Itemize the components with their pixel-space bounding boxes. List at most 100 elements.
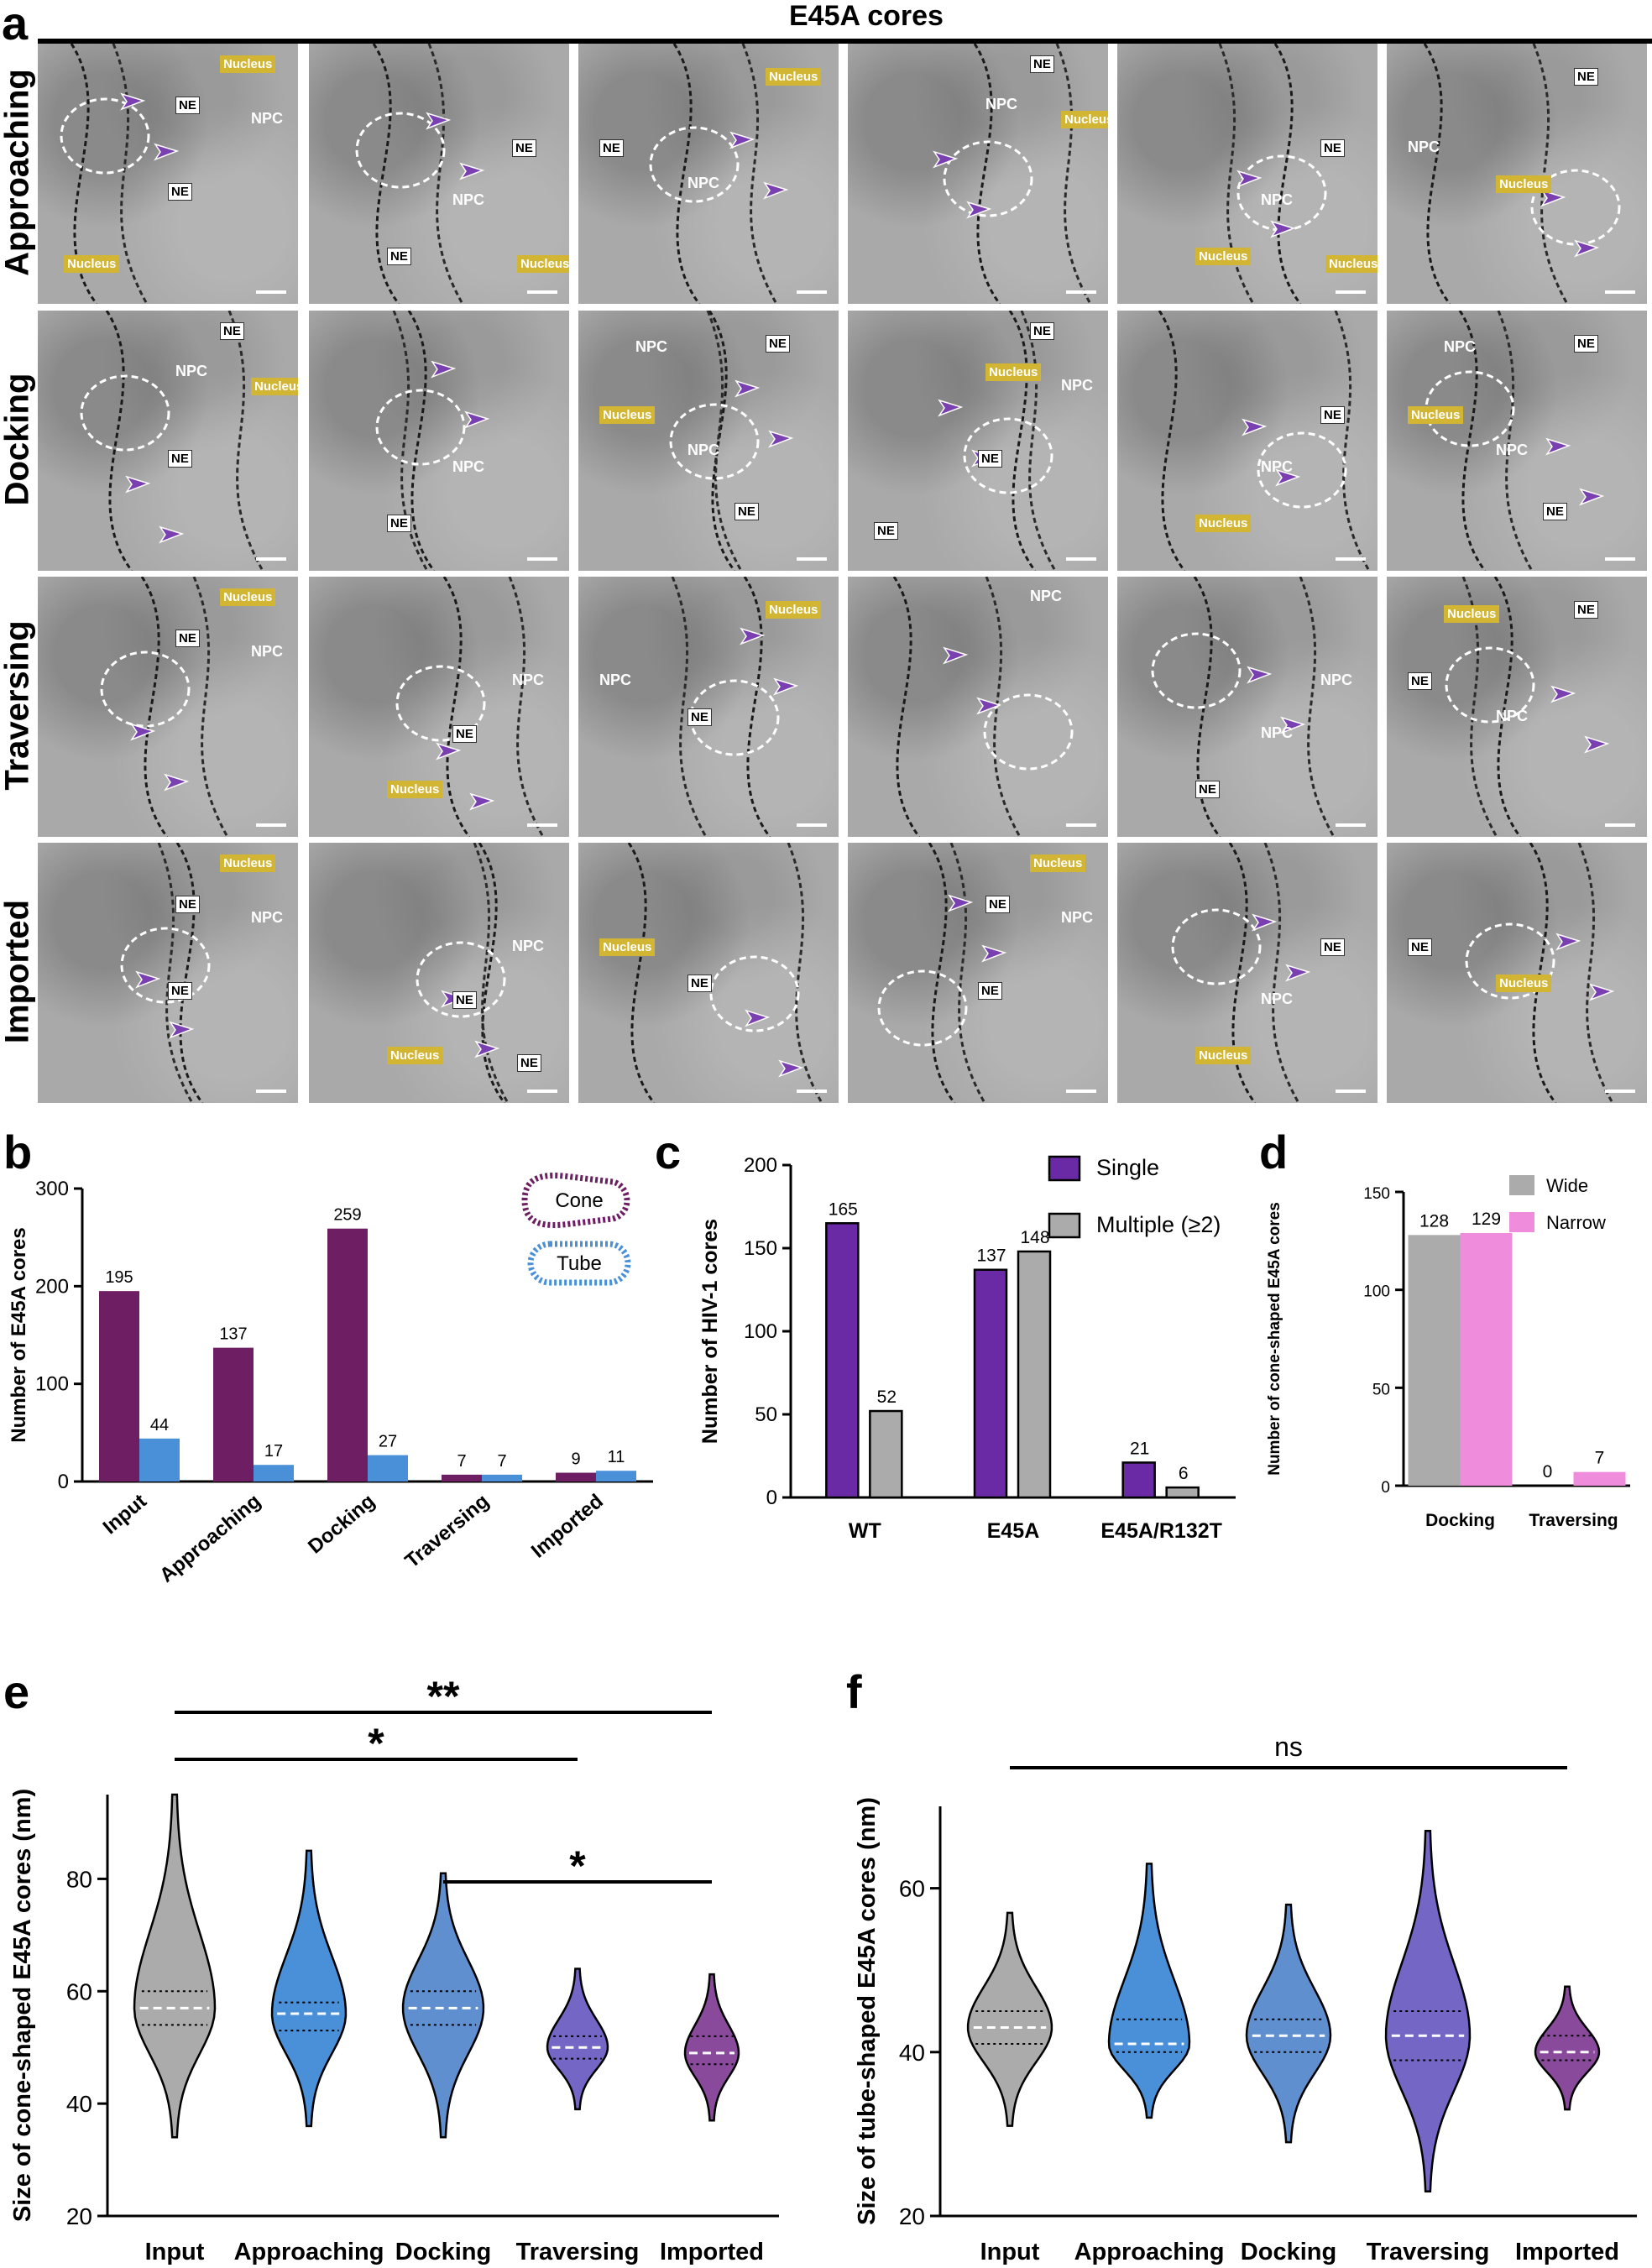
ne-label: NE xyxy=(1574,601,1598,619)
arrowhead-icon xyxy=(729,131,755,149)
bar-value-label: 259 xyxy=(333,1206,361,1225)
scale-bar xyxy=(527,1090,557,1093)
arrowhead-icon xyxy=(426,112,452,130)
nucleus-label: Nucleus xyxy=(1444,605,1500,623)
violin-approaching xyxy=(1107,1863,1191,2119)
bar-traversing-1 xyxy=(482,1474,522,1482)
micrograph-tile: Nucleus NPC NE Nucleus xyxy=(1117,44,1378,304)
x-tick-label: Imported xyxy=(1515,2239,1619,2265)
nuclear-envelope-trace xyxy=(1228,843,1257,1103)
ne-label: NE xyxy=(1195,781,1220,798)
ne-label: NE xyxy=(874,522,898,540)
scale-bar xyxy=(1066,823,1096,827)
nuclear-envelope-trace xyxy=(627,843,656,1103)
ne-label: NE xyxy=(175,896,200,913)
arrowhead-icon xyxy=(1589,983,1615,1001)
significance-label: * xyxy=(368,1720,384,1767)
y-tick-label: 40 xyxy=(66,2091,92,2117)
legend-tube: Tube xyxy=(527,1241,631,1286)
micrograph-tile: Nucleus NE NPC NE xyxy=(848,843,1108,1103)
scale-bar xyxy=(527,290,557,294)
panel-letter-e: e xyxy=(3,1665,30,1718)
nucleus-label: Nucleus xyxy=(599,406,656,424)
npc-label: NPC xyxy=(452,191,485,208)
micrograph-tile: NPC NE Nucleus xyxy=(578,577,839,837)
nucleus-label: Nucleus xyxy=(220,55,276,73)
npc-label: NPC xyxy=(599,672,632,688)
scale-bar xyxy=(1066,290,1096,294)
ne-label: NE xyxy=(1408,672,1432,690)
y-tick-label: 100 xyxy=(35,1373,69,1396)
violin-input xyxy=(966,1911,1053,2127)
ne-label: NE xyxy=(387,248,411,265)
panel-letter-b: b xyxy=(3,1126,33,1178)
violin-input xyxy=(133,1793,217,2139)
npc-outline xyxy=(355,112,446,189)
micrograph-tile: Nucleus NPC NE xyxy=(1117,311,1378,571)
arrowhead-icon xyxy=(169,1021,195,1039)
x-tick-label: Docking xyxy=(395,2239,491,2265)
nuclear-envelope-trace xyxy=(1493,577,1522,837)
ne-label: NE xyxy=(687,708,712,726)
npc-outline xyxy=(669,403,760,480)
scale-bar xyxy=(1336,823,1366,827)
y-tick-label: 0 xyxy=(58,1471,69,1493)
nuclear-envelope-trace xyxy=(508,577,545,837)
ne-label: NE xyxy=(1030,322,1054,340)
ne-label: NE xyxy=(512,139,536,157)
npc-label: NPC xyxy=(1320,672,1353,688)
panel-a-title-rule xyxy=(38,39,1652,44)
arrowhead-icon xyxy=(948,894,974,912)
npc-label: NPC xyxy=(512,672,545,688)
violin-imported xyxy=(683,1973,740,2122)
significance-label: ns xyxy=(1274,1732,1303,1762)
npc-label: NPC xyxy=(687,442,720,458)
scale-bar xyxy=(797,557,827,561)
micrograph-tile: NE NPC Nucleus xyxy=(848,44,1108,304)
arrowhead-icon xyxy=(1540,189,1566,207)
npc-outline xyxy=(80,374,170,452)
bar-value-label: 52 xyxy=(877,1387,897,1407)
x-tick-label: Traversing xyxy=(1367,2239,1490,2265)
micrograph-tile: Nucleus NE NPC xyxy=(38,577,298,837)
npc-label: NPC xyxy=(1030,588,1063,604)
legend-cone-label: Cone xyxy=(555,1189,603,1212)
ne-label: NE xyxy=(1320,938,1345,956)
ne-label: NE xyxy=(168,183,192,201)
x-tick-label: Docking xyxy=(1425,1511,1495,1530)
legend-cone: Cone xyxy=(521,1172,630,1229)
npc-label: NPC xyxy=(452,458,485,475)
legend-swatch-1 xyxy=(1048,1212,1081,1239)
ne-label: NE xyxy=(1030,55,1054,73)
npc-outline xyxy=(649,126,740,203)
violin-imported xyxy=(1534,1985,1601,2111)
nuclear-envelope-trace xyxy=(1299,577,1336,837)
micrograph-tile: NE NPC NE Nucleus xyxy=(309,44,569,304)
arrowhead-icon xyxy=(966,201,992,219)
arrowhead-icon xyxy=(768,430,794,448)
nuclear-envelope-trace xyxy=(973,44,1001,304)
micrograph-tile: NPC Nucleus NE xyxy=(1387,44,1647,304)
micrograph-tile: Nucleus NE NPC NE xyxy=(38,843,298,1103)
ne-label: NE xyxy=(1320,406,1345,424)
nuclear-envelope-trace xyxy=(1158,311,1186,571)
ne-label: NE xyxy=(978,982,1002,1000)
y-tick-label: 100 xyxy=(744,1320,777,1343)
nuclear-envelope-trace xyxy=(1008,311,1037,571)
micrograph-tile: NE NPC NE Nucleus xyxy=(1387,577,1647,837)
panel-letter-a: a xyxy=(2,0,29,50)
x-tick-label: Approaching xyxy=(234,2239,384,2265)
nuclear-envelope-trace xyxy=(672,44,701,304)
bar-docking-1 xyxy=(368,1455,408,1482)
legend-swatch-0 xyxy=(1048,1155,1081,1182)
ne-label: NE xyxy=(387,515,411,532)
x-tick-label: Input xyxy=(145,2239,205,2265)
arrowhead-icon xyxy=(135,970,161,989)
micrograph-tile: Nucleus NE NPC NE Nucleus xyxy=(38,44,298,304)
npc-label: NPC xyxy=(1261,724,1294,741)
ne-label: NE xyxy=(1574,68,1598,86)
arrowhead-icon xyxy=(976,697,1002,715)
y-axis-label: Size of tube-shaped E45A cores (nm) xyxy=(854,1797,881,2225)
nuclear-envelope-trace xyxy=(1497,311,1534,571)
arrowhead-icon xyxy=(164,773,190,792)
